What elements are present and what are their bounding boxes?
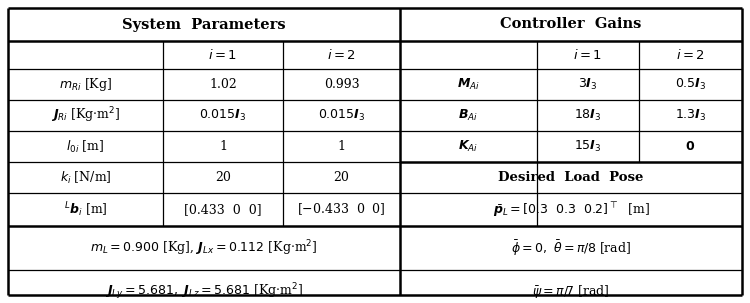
Text: 1: 1 [219,140,227,153]
Text: Controller  Gains: Controller Gains [500,18,642,32]
Text: $1.3\boldsymbol{I}_3$: $1.3\boldsymbol{I}_3$ [675,108,706,123]
Text: 1: 1 [338,140,346,153]
Text: $0.5\boldsymbol{I}_3$: $0.5\boldsymbol{I}_3$ [675,77,706,92]
Text: $3\boldsymbol{I}_3$: $3\boldsymbol{I}_3$ [578,77,598,92]
Text: 20: 20 [215,171,231,184]
Text: 20: 20 [334,171,350,184]
Text: $m_L = 0.900$ [Kg], $\boldsymbol{J}_{Lx} = 0.112$ [Kg$\cdot$m$^2$]: $m_L = 0.900$ [Kg], $\boldsymbol{J}_{Lx}… [90,238,318,258]
Text: $i=2$: $i=2$ [327,48,356,62]
Text: $i=1$: $i=1$ [209,48,238,62]
Text: $0.015\boldsymbol{I}_3$: $0.015\boldsymbol{I}_3$ [318,108,365,123]
Text: $\mathbf{0}$: $\mathbf{0}$ [686,140,695,153]
Text: $\bar{\phi} = 0,\ \bar{\theta} = \pi/8$ [rad]: $\bar{\phi} = 0,\ \bar{\theta} = \pi/8$ … [511,238,631,258]
Text: System  Parameters: System Parameters [122,18,286,32]
Text: $^L\boldsymbol{b}_i$ [m]: $^L\boldsymbol{b}_i$ [m] [64,200,107,219]
Text: [$-$0.433  0  0]: [$-$0.433 0 0] [297,201,386,217]
Text: $18\boldsymbol{I}_3$: $18\boldsymbol{I}_3$ [574,108,602,123]
Text: $m_{Ri}$ [Kg]: $m_{Ri}$ [Kg] [59,76,112,93]
Text: [0.433  0  0]: [0.433 0 0] [184,203,262,216]
Text: $\boldsymbol{J}_{Ri}$ [Kg$\cdot$m$^2$]: $\boldsymbol{J}_{Ri}$ [Kg$\cdot$m$^2$] [51,106,120,125]
Text: $\boldsymbol{M}_{Ai}$: $\boldsymbol{M}_{Ai}$ [457,77,480,92]
Text: $i=1$: $i=1$ [574,48,602,62]
Text: 0.993: 0.993 [324,78,359,91]
Text: $k_i$ [N/m]: $k_i$ [N/m] [60,169,111,185]
Text: $\bar{\boldsymbol{p}}_L = [0.3\ \ 0.3\ \ 0.2]^\top\ $ [m]: $\bar{\boldsymbol{p}}_L = [0.3\ \ 0.3\ \… [493,200,650,219]
Text: $\boldsymbol{B}_{Ai}$: $\boldsymbol{B}_{Ai}$ [458,108,478,123]
Text: 1.02: 1.02 [209,78,237,91]
Text: $0.015\boldsymbol{I}_3$: $0.015\boldsymbol{I}_3$ [200,108,247,123]
Text: $l_{0i}$ [m]: $l_{0i}$ [m] [66,138,105,155]
Text: $\boldsymbol{K}_{Ai}$: $\boldsymbol{K}_{Ai}$ [458,139,478,154]
Text: Desired  Load  Pose: Desired Load Pose [498,171,644,184]
Text: $i=2$: $i=2$ [676,48,705,62]
Text: $15\boldsymbol{I}_3$: $15\boldsymbol{I}_3$ [574,139,602,154]
Text: $\bar{\psi} = \pi/7$ [rad]: $\bar{\psi} = \pi/7$ [rad] [532,283,610,300]
Text: $\boldsymbol{J}_{Ly} = 5.681,\ \boldsymbol{J}_{Lz} = 5.681$ [Kg$\cdot$m$^2$]: $\boldsymbol{J}_{Ly} = 5.681,\ \boldsymb… [105,281,303,302]
